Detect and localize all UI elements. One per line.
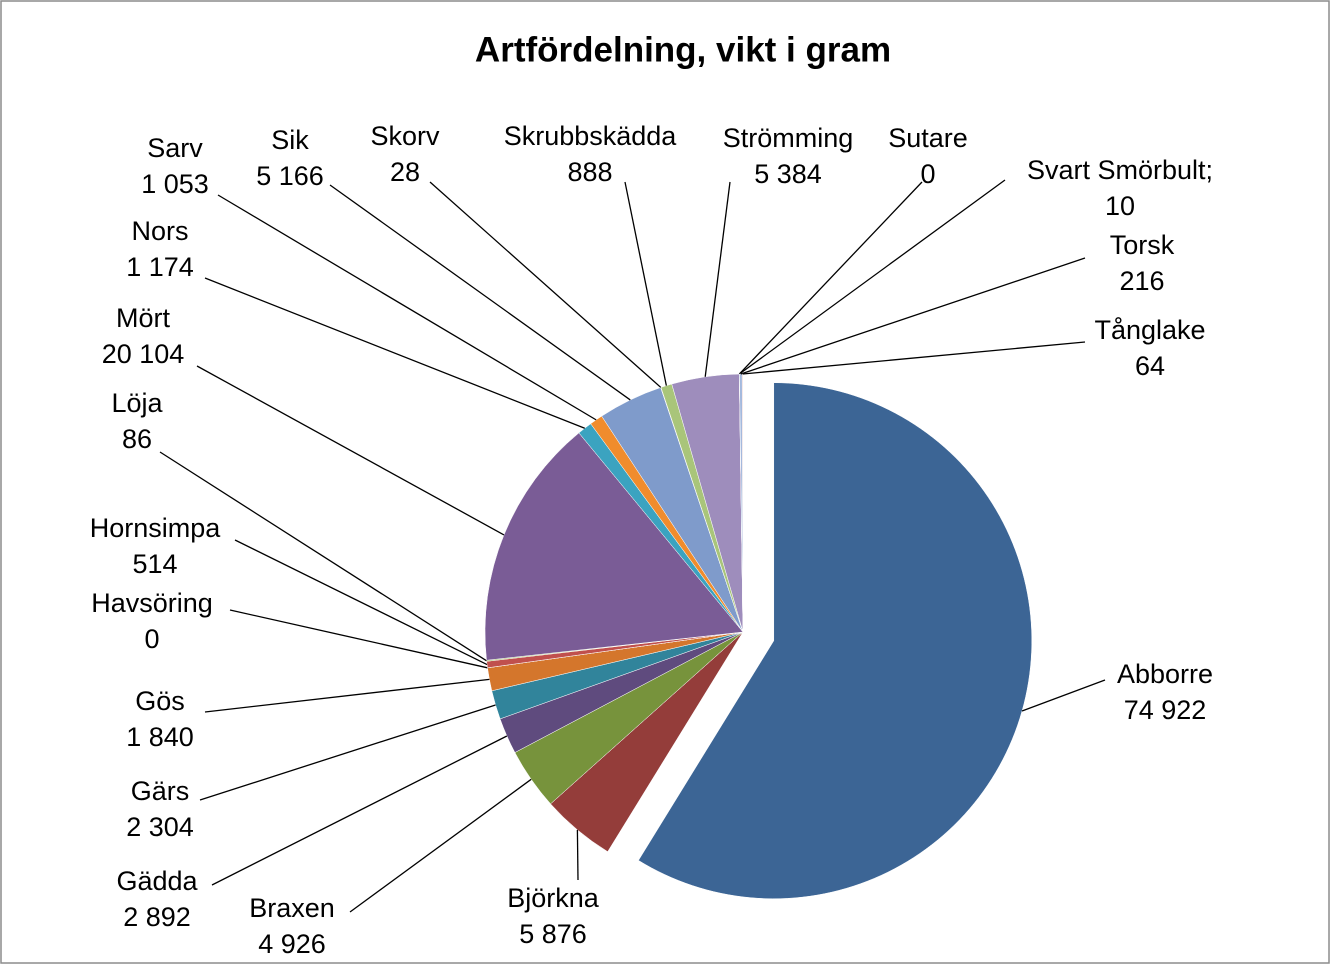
leader-line <box>199 704 496 801</box>
slice-value-label: 514 <box>132 549 177 579</box>
slice-value-label: 1 174 <box>126 252 194 282</box>
leader-line <box>576 829 579 881</box>
slice-label: Skrubbskädda <box>504 121 678 151</box>
slice-label: Braxen <box>249 893 335 923</box>
slice-value-label: 1 840 <box>126 722 194 752</box>
leader-line <box>196 365 505 536</box>
slice-label: Gädda <box>116 866 198 896</box>
slice-value-label: 86 <box>122 424 152 454</box>
slice-label: Sik <box>271 125 309 155</box>
slice-value-label: 2 892 <box>123 902 191 932</box>
leader-line <box>738 179 1006 375</box>
leader-line <box>740 257 1086 375</box>
slice-value-label: 1 053 <box>141 169 209 199</box>
slice-value-label: 888 <box>567 157 612 187</box>
slice-value-label: 20 104 <box>102 339 185 369</box>
leader-line <box>159 451 487 662</box>
leader-line <box>217 194 597 421</box>
slice-label: Hornsimpa <box>90 513 222 543</box>
slice-value-label: 4 926 <box>258 929 326 959</box>
leader-line <box>624 181 667 386</box>
slice-label: Svart Smörbult; <box>1027 155 1213 185</box>
leader-line <box>229 609 488 669</box>
slice-label: Björkna <box>507 883 600 913</box>
leader-line <box>234 539 488 666</box>
chart-title: Artfördelning, vikt i gram <box>475 30 891 69</box>
slice-label: Löja <box>111 388 163 418</box>
slice-value-label: 64 <box>1135 351 1165 381</box>
leader-line <box>738 181 923 375</box>
slice-value-label: 5 384 <box>754 159 822 189</box>
slice-label: Sutare <box>888 123 968 153</box>
slice-value-label: 74 922 <box>1124 695 1207 725</box>
slice-value-label: 216 <box>1119 266 1164 296</box>
leader-line <box>429 181 662 388</box>
leader-line <box>329 184 631 401</box>
slice-value-label: 5 876 <box>519 919 587 949</box>
slice-label: Sarv <box>147 133 203 163</box>
slice-label: Gös <box>135 686 185 716</box>
slice-label: Abborre <box>1117 659 1213 689</box>
leader-line <box>211 735 508 886</box>
leader-line <box>742 341 1086 375</box>
leader-line <box>1021 679 1106 712</box>
slice-value-label: 0 <box>920 159 935 189</box>
slice-label: Mört <box>116 303 170 333</box>
slice-label: Tånglake <box>1094 315 1205 345</box>
slice-label: Havsöring <box>91 588 213 618</box>
slice-value-label: 2 304 <box>126 812 194 842</box>
leader-line <box>704 181 731 377</box>
slice-label: Skorv <box>370 121 440 151</box>
leader-line <box>204 277 585 429</box>
slice-value-label: 0 <box>144 624 159 654</box>
slice-label: Gärs <box>131 776 190 806</box>
slice-value-label: 5 166 <box>256 161 324 191</box>
leader-line <box>349 778 532 913</box>
slice-label: Torsk <box>1110 230 1175 260</box>
slice-value-label: 28 <box>390 157 420 187</box>
leader-line <box>204 678 490 713</box>
pie-slice <box>484 432 744 661</box>
slice-value-label: 10 <box>1105 191 1135 221</box>
slice-label: Nors <box>131 216 188 246</box>
slice-label: Strömming <box>723 123 854 153</box>
